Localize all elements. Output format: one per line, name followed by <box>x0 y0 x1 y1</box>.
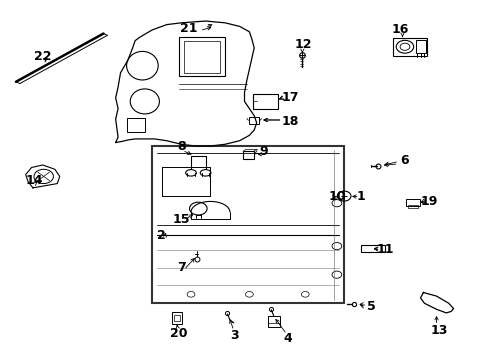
Text: 14: 14 <box>26 174 43 186</box>
Bar <box>152 146 344 303</box>
Text: 15: 15 <box>172 213 190 226</box>
Bar <box>179 37 224 76</box>
Text: 19: 19 <box>420 195 437 208</box>
Text: 9: 9 <box>259 145 268 158</box>
Text: 12: 12 <box>293 38 311 51</box>
Bar <box>171 312 182 324</box>
Text: 1: 1 <box>356 190 365 203</box>
Text: 7: 7 <box>177 261 185 274</box>
Bar <box>249 117 259 123</box>
Bar <box>361 245 384 252</box>
Bar <box>252 94 278 109</box>
Bar <box>173 315 180 321</box>
Bar <box>415 40 426 53</box>
Text: 16: 16 <box>390 23 408 36</box>
Text: 20: 20 <box>170 327 187 340</box>
Text: 3: 3 <box>230 329 239 342</box>
Bar <box>243 152 253 159</box>
Bar <box>183 41 220 73</box>
Text: 13: 13 <box>429 324 447 337</box>
Text: 5: 5 <box>366 300 374 313</box>
Text: 18: 18 <box>282 114 299 127</box>
Text: 22: 22 <box>34 50 51 63</box>
Text: 10: 10 <box>327 190 345 203</box>
Text: 4: 4 <box>284 333 292 346</box>
Text: 2: 2 <box>157 229 166 242</box>
Text: 21: 21 <box>180 22 197 35</box>
Bar <box>267 316 279 327</box>
Bar <box>126 118 145 132</box>
Bar <box>392 38 426 56</box>
Text: 8: 8 <box>177 140 185 153</box>
Text: 17: 17 <box>282 91 299 104</box>
Bar <box>407 205 417 208</box>
Text: 11: 11 <box>376 243 393 256</box>
Bar <box>406 199 419 206</box>
Text: 6: 6 <box>400 154 408 167</box>
